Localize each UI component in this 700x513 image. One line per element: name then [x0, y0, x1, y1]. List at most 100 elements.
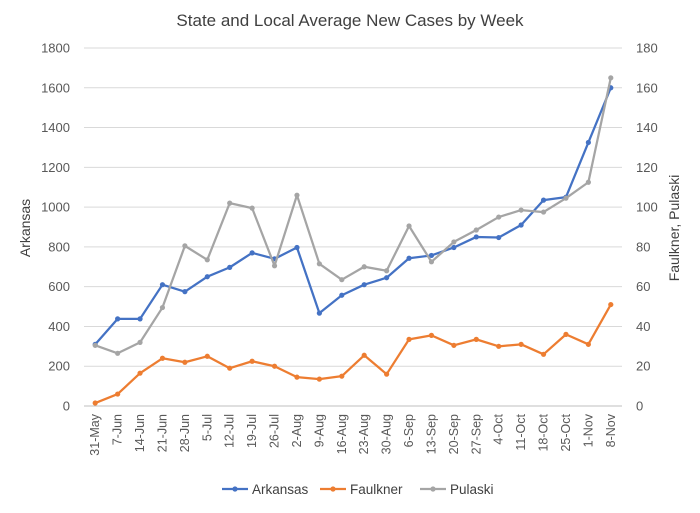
faulkner-point	[428, 332, 435, 338]
arkansas-point	[540, 197, 547, 203]
faulkner-point	[473, 336, 479, 342]
y-tick-label: 1000	[41, 200, 70, 215]
gridlines	[84, 47, 622, 407]
pulaski-point	[182, 243, 188, 249]
faulkner-point	[585, 341, 591, 347]
right-axis-title: Faulkner, Pulaski	[666, 175, 682, 282]
arkansas-point	[496, 234, 502, 241]
x-tick-label: 14-Jun	[133, 414, 147, 452]
arkansas-point	[339, 292, 345, 298]
y2-tick-label: 60	[636, 279, 650, 294]
legend-pulaski-label: Pulaski	[450, 482, 494, 497]
faulkner-line	[94, 304, 612, 405]
faulkner-point	[384, 371, 390, 377]
arkansas-point	[518, 222, 524, 228]
faulkner-point	[496, 343, 502, 349]
x-tick-label: 31-May	[88, 413, 102, 455]
faulkner-point	[406, 336, 412, 342]
x-tick-label: 9-Aug	[312, 414, 326, 447]
faulkner-point	[249, 358, 255, 364]
faulkner-point	[518, 341, 524, 347]
arkansas-point	[316, 310, 322, 316]
y-tick-label: 600	[48, 279, 70, 294]
x-tick-label: 12-Jul	[223, 414, 237, 448]
y-tick-label: 1200	[41, 160, 70, 175]
x-tick-label: 1-Nov	[581, 413, 595, 447]
arkansas-point	[159, 282, 166, 288]
faulkner-point	[451, 342, 457, 348]
faulkner-point	[159, 355, 166, 361]
arkansas-point	[249, 250, 255, 256]
legend-faulkner-marker	[330, 486, 336, 492]
arkansas-point	[115, 316, 121, 322]
pulaski-point	[563, 195, 569, 201]
faulkner-point	[339, 373, 345, 379]
faulkner-point	[182, 359, 188, 365]
arkansas-point	[428, 252, 435, 259]
y-tick-label: 1800	[41, 41, 70, 56]
y2-tick-label: 100	[636, 200, 658, 215]
faulkner-point	[137, 370, 143, 376]
arkansas-point	[137, 316, 143, 322]
arkansas-point	[585, 139, 591, 146]
y2-tick-label: 180	[636, 41, 658, 56]
x-tick-label: 7-Jun	[111, 414, 125, 445]
pulaski-point	[608, 75, 614, 81]
arkansas-point	[473, 234, 479, 240]
faulkner-point	[271, 363, 278, 369]
pulaski-point	[428, 259, 435, 265]
faulkner-point	[361, 352, 367, 358]
y2-tick-label: 0	[636, 399, 643, 414]
arkansas-point	[294, 244, 300, 251]
chart-title: State and Local Average New Cases by Wee…	[176, 11, 524, 30]
legend-faulkner-label: Faulkner	[350, 482, 403, 497]
arkansas-point	[204, 274, 210, 280]
y2-tick-label: 80	[636, 239, 650, 254]
pulaski-point	[137, 339, 143, 345]
faulkner-point	[227, 365, 233, 371]
x-tick-label: 21-Jun	[155, 414, 169, 452]
arkansas-point	[451, 244, 457, 251]
arkansas-point	[406, 255, 412, 261]
arkansas-point	[182, 289, 188, 295]
pulaski-line	[94, 77, 612, 355]
y-tick-label: 1600	[41, 80, 70, 95]
pulaski-point	[271, 263, 278, 269]
pulaski-point	[540, 209, 547, 215]
x-tick-label: 4-Oct	[492, 413, 506, 444]
x-tick-label: 28-Jun	[178, 414, 192, 452]
legend-arkansas-marker	[232, 486, 238, 492]
faulkner-point	[294, 374, 300, 380]
y-tick-label: 400	[48, 319, 70, 334]
y2-tick-label: 120	[636, 160, 658, 175]
pulaski-point	[384, 268, 390, 274]
pulaski-point	[249, 205, 255, 211]
series-lines	[92, 75, 614, 406]
y2-tick-label: 140	[636, 120, 658, 135]
pulaski-point	[585, 179, 591, 185]
pulaski-point	[92, 342, 98, 348]
faulkner-point	[608, 301, 614, 308]
pulaski-point	[294, 192, 300, 198]
pulaski-point	[115, 350, 121, 356]
faulkner-point	[115, 391, 121, 397]
x-axis-ticks: 31-May 7-Jun 14-Jun 21-Jun 28-Jun 5-Jul 12-Jul…	[88, 413, 618, 455]
y-tick-label: 1400	[41, 120, 70, 135]
y-tick-label: 0	[63, 399, 70, 414]
legend-pulaski-marker	[430, 486, 436, 492]
x-tick-label: 16-Aug	[335, 414, 349, 454]
y-tick-label: 200	[48, 359, 70, 374]
x-tick-label: 5-Jul	[200, 414, 214, 441]
y-tick-label: 800	[48, 239, 70, 254]
y2-tick-label: 20	[636, 359, 650, 374]
faulkner-point	[316, 376, 322, 382]
x-tick-label: 26-Jul	[268, 414, 282, 448]
pulaski-point	[159, 304, 166, 311]
pulaski-point	[361, 264, 367, 270]
left-axis-ticks: 0 200 400 600 800 1000 1200 1400 1600 1800	[41, 41, 70, 414]
x-tick-label: 8-Nov	[604, 413, 618, 447]
x-tick-label: 25-Oct	[559, 413, 573, 451]
faulkner-point	[563, 331, 569, 337]
legend-arkansas-label: Arkansas	[252, 482, 309, 497]
